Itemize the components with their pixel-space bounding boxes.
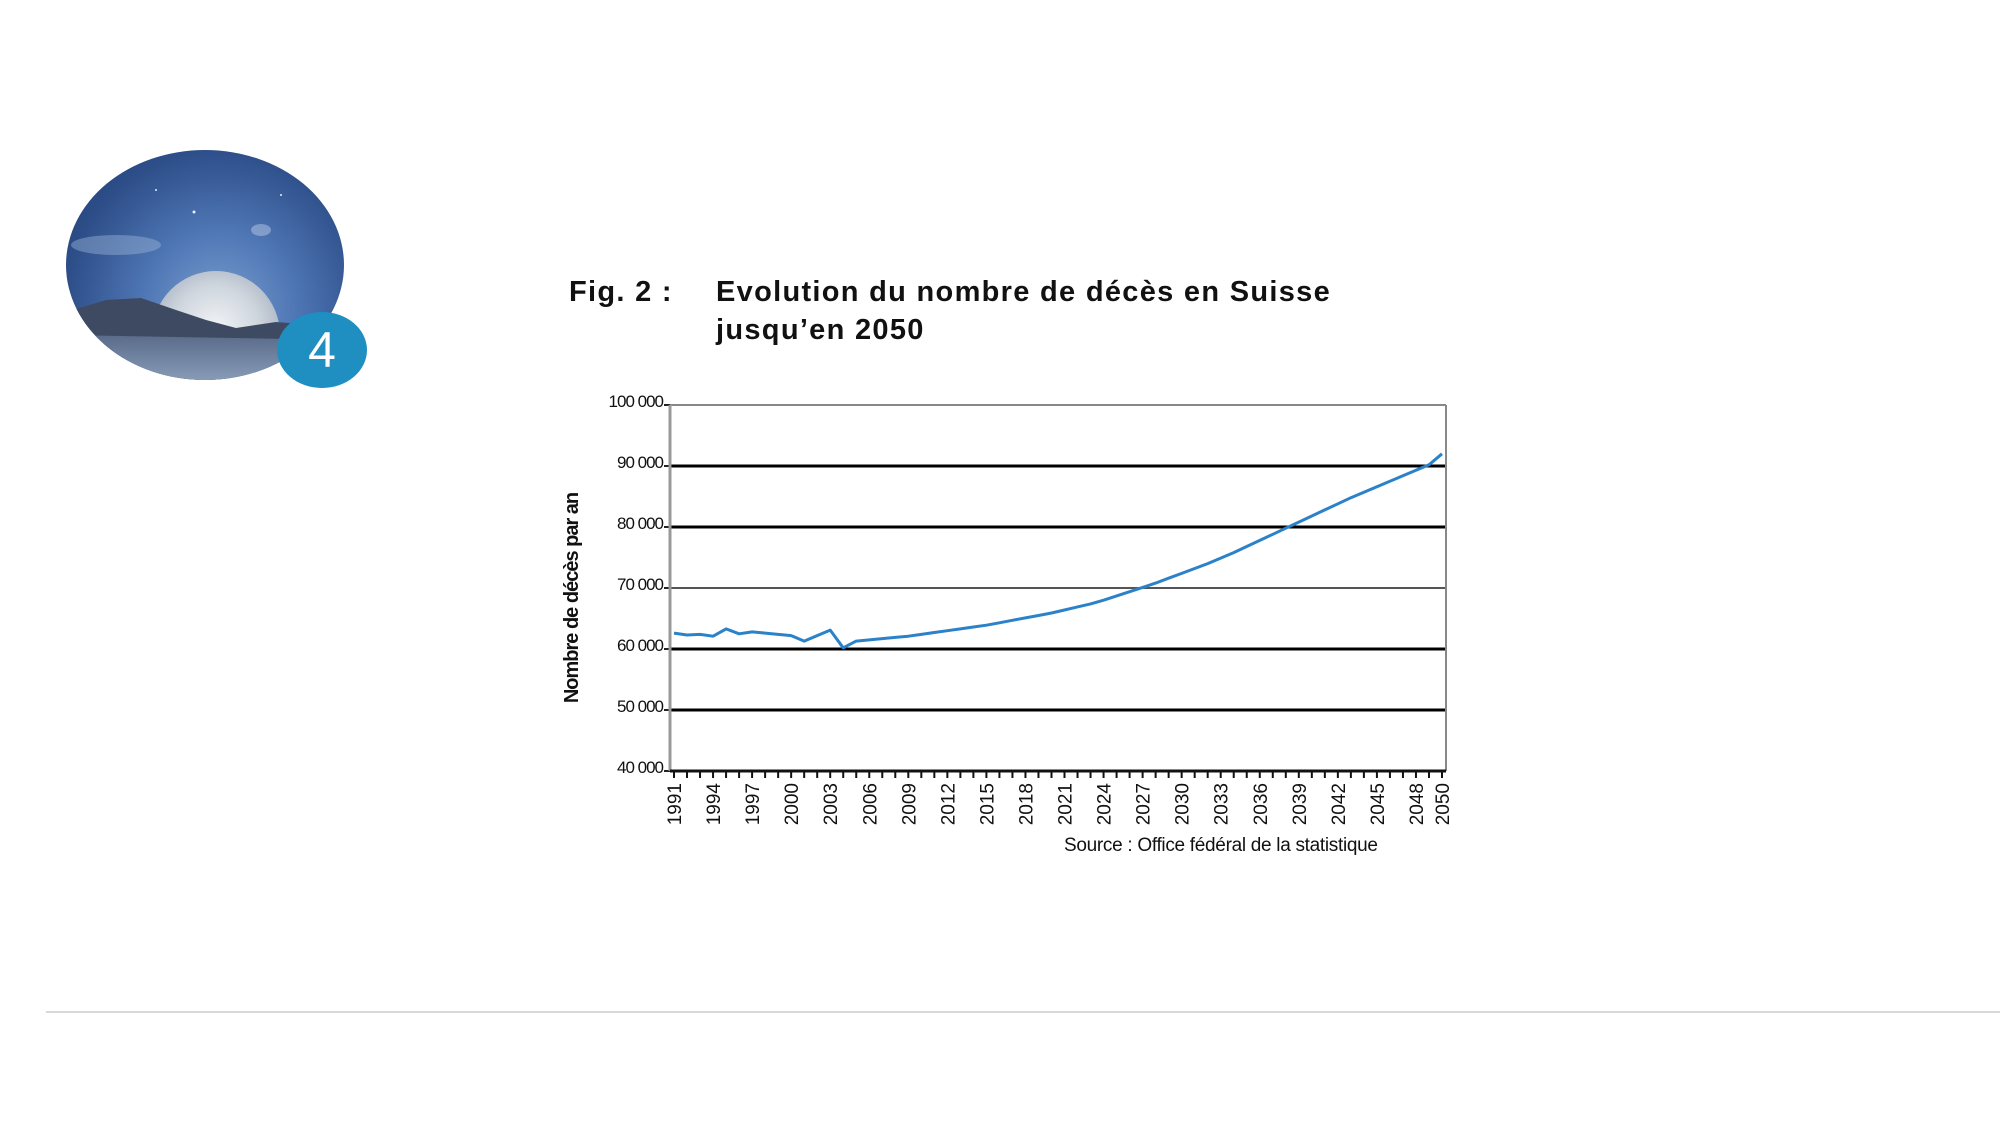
x-tick-label: 2036: [1251, 783, 1272, 825]
x-tick-label: 2048: [1407, 783, 1428, 825]
chart-canvas: 40 000 50 000 60 000 70 000 80 000 90 000 100 …: [561, 392, 1454, 826]
y-tick-label: 70 000: [617, 575, 664, 594]
x-tick-label: 2000: [782, 783, 803, 825]
x-tick-label: 2012: [938, 783, 959, 825]
moon-landscape-illustration: [66, 189, 344, 380]
y-tick-label: 40 000: [617, 758, 664, 777]
figure-label: Fig. 2 :: [569, 276, 673, 308]
x-tick-label: 2027: [1134, 783, 1155, 825]
x-tick-label: 2009: [899, 783, 920, 825]
footer-divider: [46, 1011, 2000, 1013]
x-tick-label: 2015: [977, 783, 998, 825]
x-tick-label: 2042: [1329, 783, 1350, 825]
x-tick-label: 2030: [1173, 783, 1194, 825]
slide-thumbnail: 4: [66, 150, 367, 388]
x-tick-label: 2021: [1056, 783, 1077, 825]
x-tick-label: 2003: [821, 783, 842, 825]
x-tick-label: 2018: [1016, 783, 1037, 825]
x-tick-label: 2039: [1290, 783, 1311, 825]
y-tick-label: 90 000: [617, 453, 664, 472]
x-tick-label: 1991: [665, 783, 686, 825]
figure-title-text: Evolution du nombre de décès en Suisse j…: [716, 276, 1332, 346]
x-tick-label: 2024: [1095, 783, 1116, 826]
y-tick-label: 50 000: [617, 697, 664, 716]
y-tick-label: 100 000: [609, 392, 664, 411]
slide-number-badge: 4: [277, 312, 367, 388]
x-tick-label: 1994: [704, 783, 725, 826]
y-axis-title: Nombre de décès par an: [561, 493, 583, 703]
x-tick-label: 2045: [1368, 783, 1389, 825]
x-tick-label: 2006: [860, 783, 881, 825]
moon-landscape-image: [66, 150, 344, 380]
x-tick-label: 1997: [743, 783, 764, 825]
chart-source: Source : Office fédéral de la statistiqu…: [1064, 835, 1378, 856]
x-tick-label: 2033: [1212, 783, 1233, 825]
y-tick-label: 60 000: [617, 636, 664, 655]
line-chart: 40 000 50 000 60 000 70 000 80 000 90 000 100 …: [540, 380, 1480, 860]
y-tick-label: 80 000: [617, 514, 664, 533]
series-line: [673, 452, 1443, 650]
x-tick-label: 2050: [1433, 783, 1454, 825]
